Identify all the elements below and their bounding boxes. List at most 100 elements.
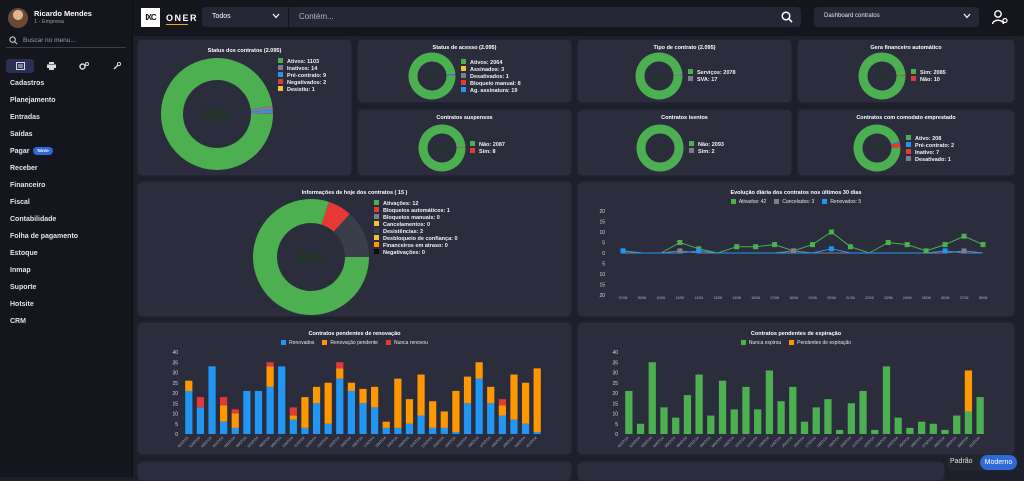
sidebar-item-financeiro[interactable]: Financeiro (0, 180, 133, 197)
bar[interactable] (965, 370, 972, 411)
sidebar-item-suporte[interactable]: Suporte (0, 282, 133, 299)
bar[interactable] (301, 397, 308, 428)
sidebar-tab-settings[interactable] (70, 59, 98, 73)
legend-item[interactable]: Inativo: 7 (906, 149, 954, 156)
bar[interactable] (499, 399, 506, 405)
bar[interactable] (510, 420, 517, 434)
bar[interactable] (510, 375, 517, 420)
bar[interactable] (348, 391, 355, 434)
search-icon[interactable] (781, 11, 793, 23)
bar[interactable] (534, 432, 541, 434)
bar[interactable] (359, 403, 366, 434)
legend-item[interactable]: Serviços: 2078 (688, 69, 736, 76)
ixc-logo[interactable]: IXC (141, 8, 160, 27)
legend-item[interactable]: Renovados: 5 (822, 199, 861, 205)
bar[interactable] (232, 409, 239, 413)
bar[interactable] (406, 399, 413, 424)
bar[interactable] (232, 428, 239, 434)
bar[interactable] (742, 387, 749, 434)
sidebar-item-hotsite[interactable]: Hotsite (0, 299, 133, 316)
bar[interactable] (895, 418, 902, 434)
bar[interactable] (522, 424, 529, 434)
bar[interactable] (290, 416, 297, 420)
bar[interactable] (185, 381, 192, 391)
bar[interactable] (371, 387, 378, 408)
legend-item[interactable]: Desativados: 1 (461, 73, 521, 80)
bar[interactable] (313, 403, 320, 434)
bar[interactable] (371, 407, 378, 434)
bar[interactable] (197, 397, 204, 407)
legend-item[interactable]: Negativações: 0 (374, 249, 458, 256)
legend-item[interactable]: Negativados: 2 (278, 79, 326, 86)
bar[interactable] (266, 366, 273, 387)
bar[interactable] (359, 389, 366, 403)
sidebar-tab-print[interactable] (37, 59, 65, 73)
donut-slice[interactable] (342, 223, 357, 257)
legend-item[interactable]: Bloqueios automáticos: 1 (374, 207, 458, 214)
user-settings-icon[interactable] (991, 8, 1009, 26)
legend-item[interactable]: Inativos: 14 (278, 65, 326, 72)
sidebar-item-contabilidade[interactable]: Contabilidade (0, 214, 133, 231)
sidebar-item-entradas[interactable]: Entradas (0, 112, 133, 129)
theme-moderno-button[interactable]: Moderno (980, 455, 1017, 470)
bar[interactable] (394, 428, 401, 434)
legend-item[interactable]: Ativos: 1103 (278, 58, 326, 65)
data-point[interactable] (943, 242, 948, 247)
sidebar-item-receber[interactable]: Receber (0, 163, 133, 180)
bar[interactable] (336, 379, 343, 434)
bar[interactable] (789, 387, 796, 434)
donut-chart[interactable]: 99% (853, 124, 901, 172)
bar[interactable] (336, 368, 343, 378)
donut-chart[interactable]: 99% (636, 124, 684, 172)
legend-item[interactable]: Ativados: 42 (731, 199, 767, 205)
bar[interactable] (325, 424, 332, 434)
sidebar-item-planejamento[interactable]: Planejamento (0, 95, 133, 112)
bar[interactable] (197, 407, 204, 434)
data-point[interactable] (753, 244, 758, 249)
donut-slice[interactable] (325, 213, 342, 223)
bar[interactable] (487, 387, 494, 403)
data-point[interactable] (677, 248, 682, 253)
bar[interactable] (801, 422, 808, 434)
bar[interactable] (290, 420, 297, 434)
data-point[interactable] (962, 248, 967, 253)
bar[interactable] (441, 428, 448, 434)
legend-item[interactable]: Desbloqueio de confiança: 0 (374, 235, 458, 242)
bar[interactable] (695, 375, 702, 434)
bar[interactable] (672, 418, 679, 434)
sidebar-item-crm[interactable]: CRM (0, 316, 133, 333)
bar[interactable] (719, 381, 726, 434)
bar[interactable] (243, 391, 250, 434)
bar[interactable] (941, 430, 948, 434)
donut-chart[interactable]: 98% (161, 58, 273, 170)
sidebar-item-inmap[interactable]: Inmap (0, 265, 133, 282)
donut-chart[interactable]: 99% (858, 52, 906, 100)
sidebar-item-cadastros[interactable]: Cadastros (0, 78, 133, 95)
legend-item[interactable]: Ativações: 12 (374, 200, 458, 207)
bar[interactable] (290, 407, 297, 415)
legend-item[interactable]: Ativo: 208 (906, 135, 954, 142)
donut-chart[interactable]: 99% (418, 124, 466, 172)
legend-item[interactable]: Financeiros em atraso: 0 (374, 242, 458, 249)
legend-item[interactable]: Desistiu: 1 (278, 86, 326, 93)
bar[interactable] (766, 370, 773, 434)
sidebar-item-estoque[interactable]: Estoque (0, 248, 133, 265)
donut-chart[interactable]: 80% (253, 199, 369, 315)
legend-item[interactable]: Nunca expirou (741, 340, 781, 346)
sidebar-item-fiscal[interactable]: Fiscal (0, 197, 133, 214)
bar[interactable] (871, 430, 878, 434)
legend-item[interactable]: Cancelamentos: 0 (374, 221, 458, 228)
bar[interactable] (625, 391, 632, 434)
bar[interactable] (953, 416, 960, 434)
bar[interactable] (660, 407, 667, 434)
bar[interactable] (813, 407, 820, 434)
legend-item[interactable]: Renovação pendente (322, 340, 378, 346)
sidebar-tab-list[interactable] (6, 59, 34, 73)
bar[interactable] (394, 379, 401, 428)
theme-padrao-button[interactable]: Padrão (950, 458, 973, 465)
bar[interactable] (348, 383, 355, 391)
bar[interactable] (684, 395, 691, 434)
bar[interactable] (208, 366, 215, 434)
filter-select[interactable]: Todos (202, 7, 288, 27)
